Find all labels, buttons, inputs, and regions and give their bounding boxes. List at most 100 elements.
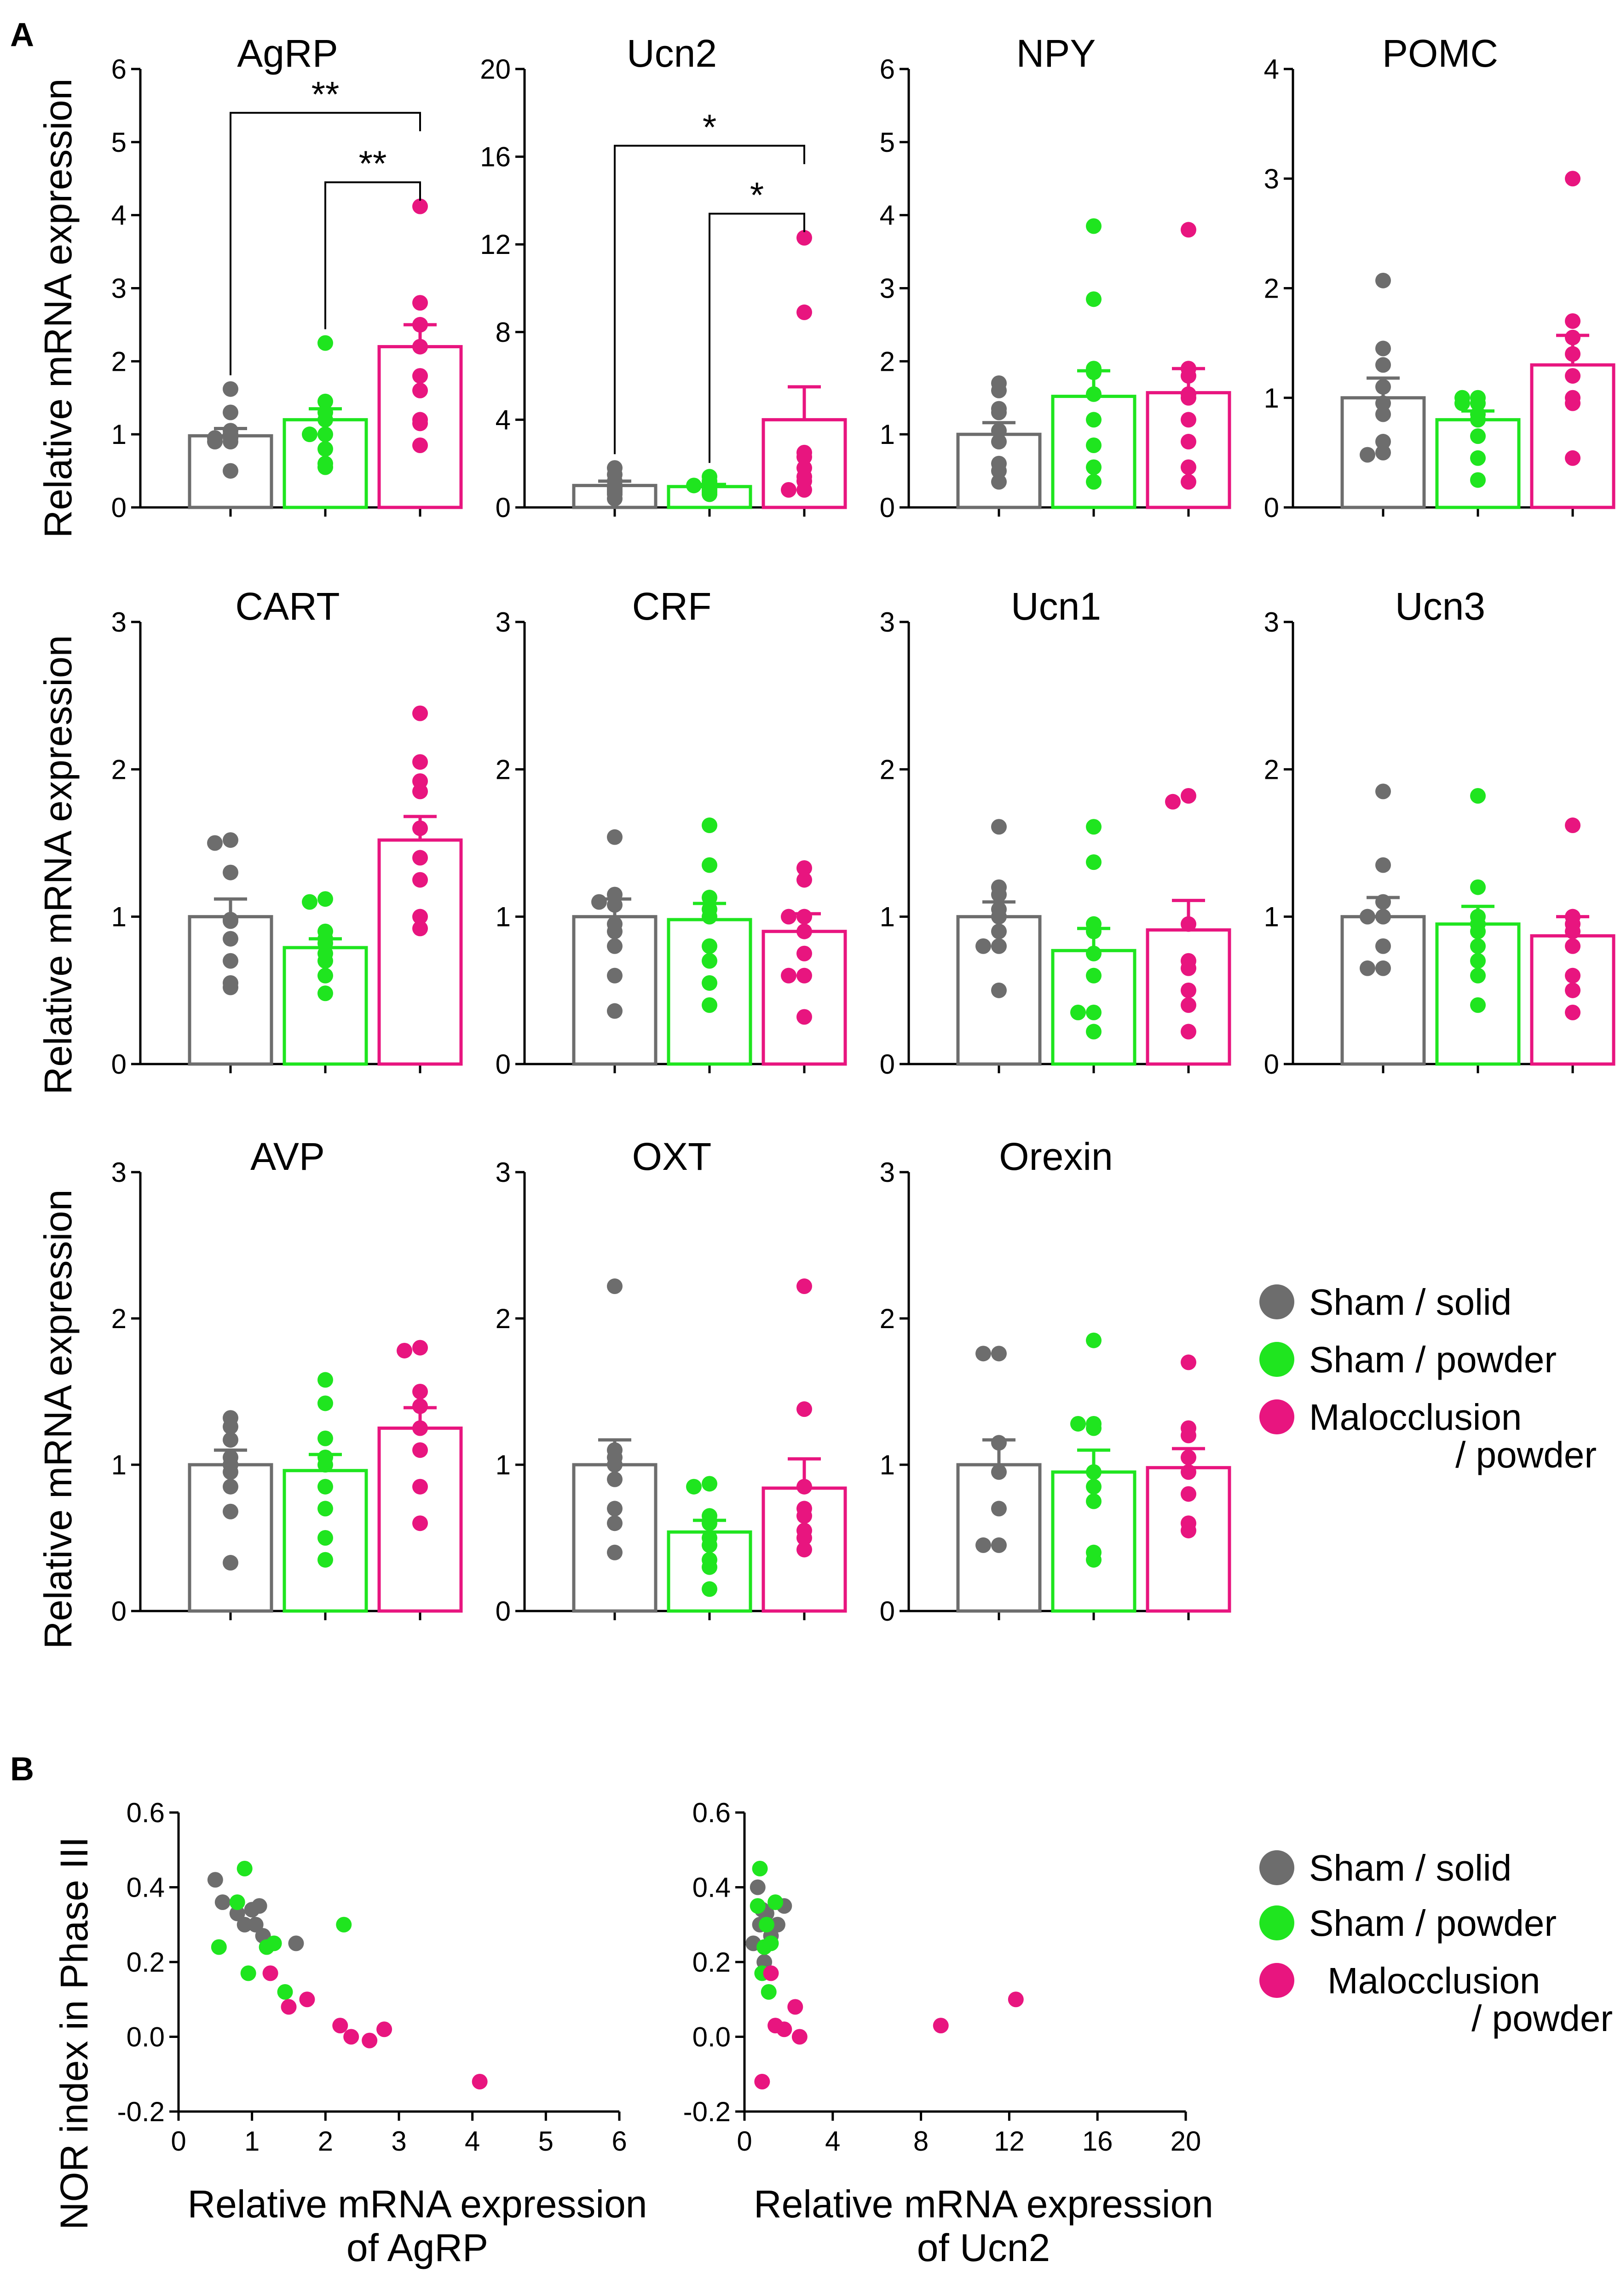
scatter-point-malocclusion-powder (787, 1999, 803, 2015)
y-tick-label: 6 (880, 54, 895, 85)
data-point-sham-powder (702, 857, 717, 873)
data-point-malocclusion-powder (1181, 960, 1196, 976)
data-point-malocclusion-powder (412, 295, 428, 311)
legend-label-malocclusion-line2: / powder (1455, 1434, 1597, 1475)
significance-label: * (750, 174, 764, 215)
data-point-sham-solid (607, 490, 623, 506)
chart-orexin: 0 1 2 3 Orexin (880, 1135, 1231, 1627)
data-point-sham-solid (1375, 894, 1391, 910)
data-point-malocclusion-powder (412, 909, 428, 925)
y-tick-label: 3 (496, 607, 511, 638)
scatter-point-malocclusion-powder (262, 1965, 278, 1981)
data-point-malocclusion-powder (796, 967, 812, 984)
scatter-point-sham-solid (251, 1898, 267, 1914)
scatter-point-sham-powder (767, 1894, 784, 1910)
data-point-sham-powder (1086, 1004, 1102, 1020)
legend-marker-sham-powder (1259, 1342, 1294, 1377)
data-point-sham-solid (991, 923, 1007, 939)
data-point-malocclusion-powder (796, 1401, 812, 1417)
data-point-malocclusion-powder (412, 705, 428, 721)
chart-crf: 0 1 2 3 CRF (496, 585, 847, 1080)
data-point-sham-powder (1070, 1004, 1086, 1020)
chart-title: Ucn3 (1395, 585, 1485, 628)
legend-panel-b: Sham / solid Sham / powder Malocclusion … (1259, 1847, 1613, 2039)
data-point-sham-powder (1070, 1416, 1086, 1432)
data-point-malocclusion-powder (1181, 459, 1196, 475)
data-point-sham-solid (207, 835, 223, 851)
significance-label: ** (312, 74, 340, 114)
chart-title: Ucn2 (627, 32, 717, 75)
data-point-malocclusion-powder (1565, 967, 1581, 984)
y-tick-label: 1 (111, 419, 127, 450)
data-point-malocclusion-powder (1565, 938, 1581, 954)
y-tick-label: 1 (111, 902, 127, 932)
data-point-sham-powder (317, 1395, 333, 1411)
data-point-malocclusion-powder (1181, 1464, 1196, 1480)
chart-title: AVP (250, 1135, 325, 1178)
data-point-sham-powder (317, 1430, 333, 1446)
data-point-sham-powder (317, 1552, 333, 1568)
data-point-sham-powder (302, 894, 317, 910)
chart-title: CRF (632, 585, 712, 628)
data-point-sham-powder (1086, 1479, 1102, 1495)
y-tick-label: 4 (496, 404, 511, 435)
data-point-malocclusion-powder (1565, 171, 1581, 187)
data-point-sham-solid (223, 434, 238, 450)
data-point-malocclusion-powder (1181, 412, 1196, 428)
scatter-point-malocclusion-powder (332, 2018, 348, 2034)
legend-b-label-malocclusion-line2: / powder (1471, 1998, 1613, 2039)
data-point-sham-powder (317, 459, 333, 475)
data-point-sham-powder (1470, 395, 1486, 411)
data-point-sham-powder (317, 1479, 333, 1495)
y-tick-label: 2 (496, 1303, 511, 1334)
data-point-sham-solid (607, 1003, 623, 1019)
data-point-sham-solid (991, 938, 1007, 954)
scatter-point-sham-solid (769, 1916, 785, 1933)
data-point-sham-solid (607, 1544, 623, 1560)
significance-bracket (709, 213, 805, 463)
data-point-sham-solid (607, 923, 623, 939)
y-tick-label: 0 (880, 492, 895, 523)
scatter-point-malocclusion-powder (776, 2021, 792, 2037)
data-point-sham-powder (702, 1581, 717, 1597)
scatter-point-sham-powder (237, 1860, 253, 1876)
scatter-point-malocclusion-powder (754, 2074, 770, 2089)
data-point-sham-solid (223, 1479, 238, 1495)
y-tick-label: 2 (496, 754, 511, 785)
data-point-sham-powder (317, 1530, 333, 1546)
y-tick-label: 16 (480, 142, 511, 173)
data-point-sham-solid (991, 909, 1007, 925)
data-point-malocclusion-powder (412, 368, 428, 384)
data-point-sham-solid (607, 1471, 623, 1487)
scatter-point-malocclusion-powder (299, 1991, 315, 2008)
x-tick-label: 16 (1082, 2126, 1113, 2157)
data-point-sham-solid (223, 1503, 238, 1519)
chart-title: NPY (1016, 32, 1096, 75)
chart-title: OXT (632, 1135, 712, 1178)
data-point-sham-solid (1375, 395, 1391, 411)
data-point-malocclusion-powder (796, 1479, 812, 1495)
data-point-sham-solid (1375, 909, 1391, 925)
scatter-point-sham-powder (750, 1898, 766, 1914)
data-point-sham-powder (702, 953, 717, 969)
data-point-sham-powder (702, 1515, 717, 1531)
chart-oxt: 0 1 2 3 OXT (496, 1135, 847, 1627)
data-point-malocclusion-powder (412, 921, 428, 937)
legend-b-label-sham-powder: Sham / powder (1309, 1903, 1557, 1944)
data-point-sham-powder (317, 985, 333, 1001)
y-tick-label: 4 (880, 200, 895, 231)
legend-panel-a: Sham / solid Sham / powder Malocclusion … (1259, 1282, 1597, 1475)
data-point-sham-powder (1086, 819, 1102, 835)
data-point-sham-powder (1470, 953, 1486, 969)
data-point-sham-solid (607, 1278, 623, 1295)
data-point-malocclusion-powder (796, 230, 812, 246)
legend-marker-malocclusion (1259, 1399, 1294, 1434)
scatter-point-sham-powder (761, 1984, 777, 2000)
x-tick-label: 8 (913, 2126, 929, 2157)
data-point-malocclusion-powder (796, 923, 812, 939)
data-point-sham-solid (991, 1537, 1007, 1553)
scatter-point-sham-solid (237, 1916, 253, 1933)
y-tick-label: 0 (496, 492, 511, 523)
data-point-sham-solid (607, 829, 623, 845)
